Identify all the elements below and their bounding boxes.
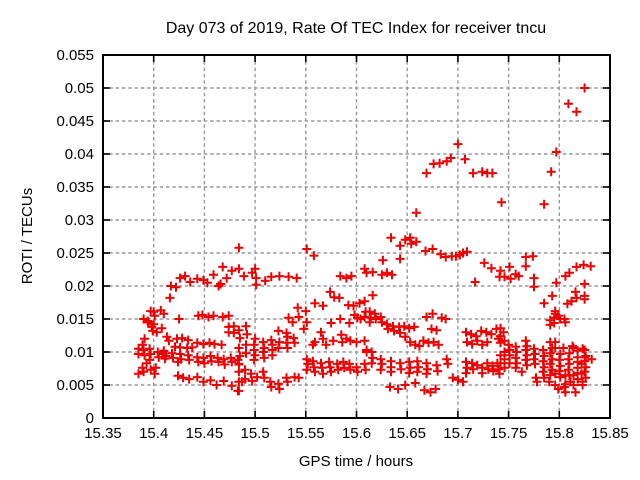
y-tick-label: 0.02: [65, 278, 94, 295]
y-axis-label: ROTI / TECUs: [19, 188, 36, 284]
y-tick-label: 0.04: [65, 146, 94, 163]
x-tick-label: 15.85: [591, 425, 629, 442]
y-tick-label: 0.01: [65, 344, 94, 361]
x-tick-label: 15.55: [287, 425, 325, 442]
x-tick-label: 15.65: [388, 425, 426, 442]
y-tick-label: 0.005: [56, 377, 94, 394]
y-tick-label: 0.03: [65, 212, 94, 229]
y-tick-label: 0.015: [56, 311, 94, 328]
x-tick-label: 15.8: [545, 425, 574, 442]
x-tick-label: 15.35: [84, 425, 122, 442]
x-tick-label: 15.45: [186, 425, 224, 442]
x-axis-label: GPS time / hours: [299, 453, 413, 470]
tick-labels-layer: 15.35 15.4 15.45 15.5 15.55 15.6 15.65 15.7 15.7…: [56, 47, 628, 442]
x-tick-label: 15.4: [139, 425, 168, 442]
x-tick-label: 15.7: [443, 425, 472, 442]
y-tick-label: 0.055: [56, 47, 94, 64]
y-tick-label: 0: [86, 410, 94, 427]
y-tick-label: 0.045: [56, 113, 94, 130]
y-tick-label: 0.025: [56, 245, 94, 262]
x-tick-label: 15.75: [490, 425, 528, 442]
y-tick-label: 0.035: [56, 179, 94, 196]
axes-layer: [102, 54, 611, 419]
data-point-markers: [134, 83, 597, 397]
chart-title: Day 073 of 2019, Rate Of TEC Index for r…: [166, 20, 546, 37]
y-tick-label: 0.05: [65, 80, 94, 97]
data-points-layer: [134, 83, 597, 397]
x-tick-label: 15.6: [342, 425, 371, 442]
x-tick-label: 15.5: [240, 425, 269, 442]
